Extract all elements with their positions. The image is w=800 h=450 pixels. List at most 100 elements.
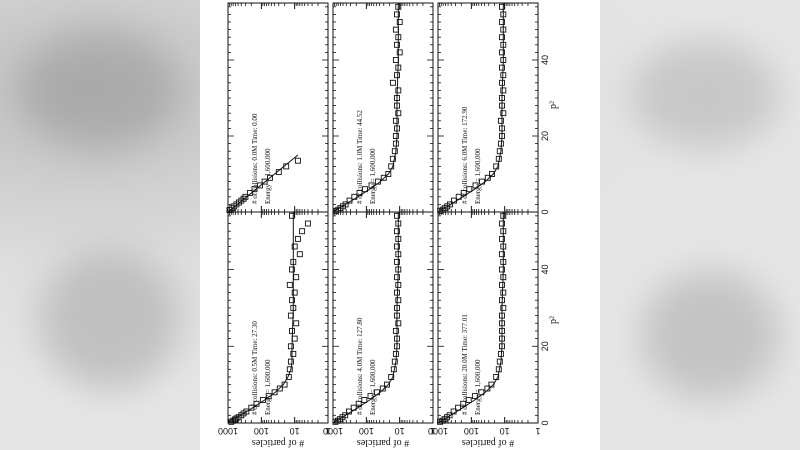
data-point bbox=[396, 19, 403, 25]
data-point bbox=[499, 281, 505, 288]
energy-annotation: Energy = 1,600,000 bbox=[264, 359, 272, 415]
data-point bbox=[395, 64, 402, 71]
data-point bbox=[499, 79, 505, 86]
figure-page bbox=[200, 0, 600, 450]
data-point bbox=[488, 381, 495, 388]
data-point bbox=[392, 140, 399, 147]
data-point bbox=[240, 195, 247, 202]
data-point bbox=[499, 327, 505, 334]
collisions-annotation: # of collisions: 0.0M Time: 0.00 bbox=[251, 113, 259, 204]
fit-line bbox=[332, 212, 399, 424]
data-point bbox=[493, 163, 500, 170]
data-point bbox=[350, 404, 357, 411]
data-point bbox=[497, 350, 504, 357]
data-point bbox=[394, 335, 400, 342]
data-point bbox=[276, 385, 283, 392]
data-point bbox=[351, 193, 358, 200]
data-point bbox=[465, 397, 472, 403]
data-point bbox=[499, 102, 505, 109]
data-point bbox=[394, 95, 400, 101]
data-point bbox=[500, 41, 507, 48]
data-point bbox=[489, 171, 495, 177]
data-point bbox=[472, 182, 479, 189]
panel-1: # of collisions: 0.0M Time: 0.00 Energy =… bbox=[226, 2, 329, 214]
data-point bbox=[484, 385, 491, 392]
data-point bbox=[478, 389, 485, 396]
data-point bbox=[290, 304, 297, 311]
data-point bbox=[499, 49, 505, 56]
data-point bbox=[385, 171, 392, 177]
data-point bbox=[499, 335, 505, 342]
x-tick-label: 20 bbox=[540, 131, 550, 141]
data-point bbox=[289, 297, 295, 304]
data-point bbox=[368, 182, 375, 189]
data-point bbox=[246, 190, 253, 196]
data-point bbox=[346, 408, 352, 415]
panel-frame bbox=[227, 211, 329, 424]
data-point bbox=[394, 102, 400, 109]
y-tick-label: 100 bbox=[254, 426, 269, 436]
data-point bbox=[388, 163, 395, 170]
fit-line bbox=[332, 3, 399, 213]
data-point bbox=[500, 289, 507, 296]
data-point bbox=[242, 193, 249, 200]
data-point bbox=[395, 320, 402, 327]
data-point bbox=[395, 3, 402, 10]
energy-annotation: Energy = 1,600,000 bbox=[474, 148, 482, 204]
background-blur-right-top bbox=[630, 40, 780, 150]
data-point bbox=[384, 381, 390, 388]
background-blur-left-top bbox=[20, 30, 180, 150]
data-point bbox=[466, 186, 473, 193]
data-point bbox=[392, 350, 399, 357]
data-point bbox=[499, 235, 505, 242]
energy-annotation: Energy = 1,600,000 bbox=[369, 148, 377, 204]
y-tick-label: 1000 bbox=[428, 426, 448, 436]
data-point bbox=[374, 389, 380, 396]
data-point bbox=[499, 251, 505, 258]
data-point bbox=[367, 393, 374, 400]
panel-frame bbox=[227, 2, 329, 213]
data-point bbox=[391, 148, 398, 155]
data-point bbox=[395, 251, 402, 258]
data-point bbox=[259, 397, 266, 403]
data-point bbox=[299, 228, 306, 235]
data-point bbox=[374, 178, 381, 185]
data-point bbox=[395, 110, 402, 117]
data-point bbox=[265, 393, 272, 400]
data-point bbox=[243, 408, 250, 415]
data-point bbox=[388, 374, 395, 380]
data-point bbox=[394, 125, 400, 132]
data-point bbox=[499, 125, 505, 132]
data-point bbox=[293, 274, 300, 281]
data-point bbox=[499, 320, 505, 327]
data-point bbox=[395, 34, 402, 41]
data-point bbox=[248, 404, 255, 411]
data-point bbox=[500, 110, 507, 117]
data-point bbox=[394, 72, 400, 79]
data-point bbox=[342, 201, 349, 208]
data-point bbox=[500, 87, 507, 94]
data-point bbox=[394, 228, 400, 235]
data-point bbox=[499, 343, 505, 350]
data-point bbox=[391, 358, 398, 365]
data-point bbox=[497, 117, 504, 124]
data-point bbox=[267, 174, 273, 181]
data-point bbox=[281, 381, 288, 388]
data-point bbox=[395, 220, 402, 227]
data-point bbox=[346, 197, 353, 204]
data-point bbox=[271, 389, 278, 396]
data-point bbox=[499, 220, 505, 227]
data-point bbox=[500, 72, 507, 79]
energy-annotation: Energy = 1,600,000 bbox=[474, 359, 482, 415]
data-point bbox=[394, 11, 400, 18]
data-point bbox=[495, 366, 502, 373]
data-point bbox=[287, 343, 294, 350]
data-point bbox=[496, 148, 503, 155]
data-point bbox=[389, 155, 396, 162]
y-axis-title-2: # of particles bbox=[357, 437, 409, 448]
data-point bbox=[446, 201, 453, 208]
data-point bbox=[290, 350, 297, 357]
data-point bbox=[294, 235, 301, 242]
data-point bbox=[500, 228, 507, 235]
